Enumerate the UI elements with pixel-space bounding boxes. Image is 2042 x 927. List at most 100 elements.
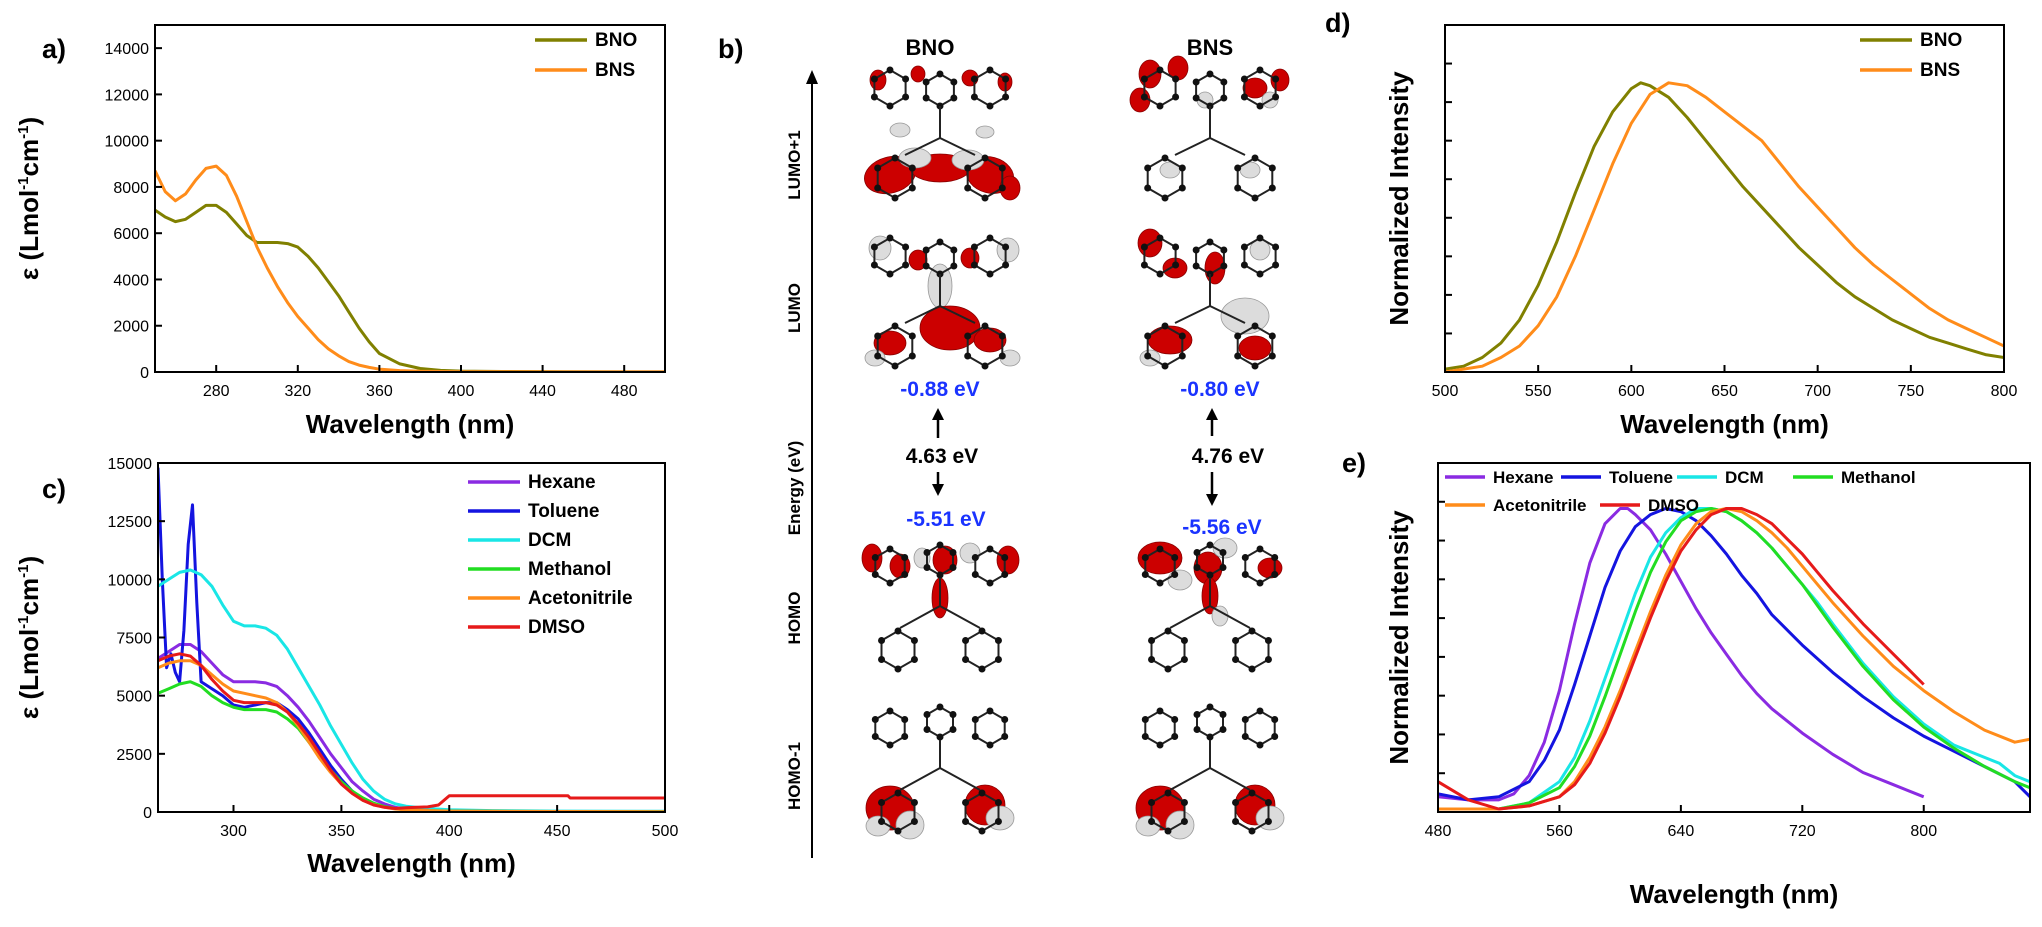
orbital-lobe-negative xyxy=(1212,537,1238,559)
x-tick-label: 360 xyxy=(366,383,393,400)
molecule-skeleton xyxy=(1140,234,1280,370)
panel-letter-a: a) xyxy=(42,34,66,64)
energy-axis-label: Energy (eV) xyxy=(785,441,804,535)
x-tick-label: 600 xyxy=(1618,383,1645,400)
x-tick-label: 320 xyxy=(284,383,311,400)
legend: Hexane Toluene DCM Methanol Acetonitrile DMSO xyxy=(468,472,633,638)
y-tick-label: 12500 xyxy=(108,514,153,531)
orbital-lobe-negative xyxy=(889,122,911,138)
y-tick-label: 10000 xyxy=(108,572,153,589)
y-axis-label: Normalized Intensity xyxy=(1384,71,1414,326)
legend-label-dcm: DCM xyxy=(1725,468,1764,487)
column-title-bno: BNO xyxy=(906,35,955,60)
orbital-lobe-negative xyxy=(996,237,1020,263)
series-line-acetonitrile xyxy=(1438,507,2030,811)
x-tick-label: 350 xyxy=(328,823,355,840)
legend: Hexane Toluene DCM Methanol Acetonitrile DMSO xyxy=(1445,468,1916,515)
series-group xyxy=(158,467,665,812)
chart-absorption-bno-bns: 280 320 360 400 440 480 0 2000 4000 6000 8000 10000… xyxy=(14,24,666,439)
bns-lumo-energy: -0.80 eV xyxy=(1180,378,1259,401)
legend-label-hexane: Hexane xyxy=(528,472,596,493)
y-tick-label: 0 xyxy=(143,805,152,822)
y-axis-label: ε (Lmol-1cm-1) xyxy=(14,117,44,280)
y-tick-label: 4000 xyxy=(113,272,149,289)
orbital-lobe-positive xyxy=(1242,77,1268,99)
molecule-skeleton xyxy=(1141,541,1279,673)
molecule-skeleton xyxy=(870,66,1010,202)
x-tick-label: 700 xyxy=(1804,383,1831,400)
chart-emission-bno-bns: 500 550 600 650 700 750 800 Wavelength (nm) Norm… xyxy=(1384,24,2017,439)
legend-label-toluene: Toluene xyxy=(1609,468,1673,487)
orbital-lobe-negative xyxy=(1220,297,1270,335)
bno-lumo-energy: -0.88 eV xyxy=(900,378,979,401)
y-tick-label: 8000 xyxy=(113,180,149,197)
x-tick-label: 280 xyxy=(203,383,230,400)
orbital-lobe-positive xyxy=(973,327,1007,353)
series-line-bns xyxy=(155,164,665,372)
molecule-skeleton xyxy=(871,541,1009,673)
x-axis-label: Wavelength (nm) xyxy=(1620,409,1828,439)
x-tick-label: 550 xyxy=(1525,383,1552,400)
plot-frame xyxy=(1437,462,2031,813)
panel-letter-d: d) xyxy=(1325,8,1350,38)
series-group xyxy=(1438,507,2030,811)
row-label-lumo-plus-1: LUMO+1 xyxy=(785,130,804,199)
y-tick-label: 0 xyxy=(140,365,149,382)
series-line-bno xyxy=(1445,81,2004,371)
legend-label-bns: BNS xyxy=(595,60,635,81)
legend-label-acetonitrile: Acetonitrile xyxy=(1493,496,1587,515)
series-line-acetonitrile xyxy=(158,659,665,812)
series-line-dmso xyxy=(158,652,665,810)
bns-homo-energy: -5.56 eV xyxy=(1182,516,1261,539)
y-tick-label: 2500 xyxy=(116,747,152,764)
x-axis-label: Wavelength (nm) xyxy=(306,409,514,439)
y-tick-label: 2000 xyxy=(113,319,149,336)
row-label-homo-minus-1: HOMO-1 xyxy=(785,742,804,810)
panel-letter-e: e) xyxy=(1342,448,1366,478)
y-tick-label: 12000 xyxy=(105,87,150,104)
bns-lumo-plus-1-orbital xyxy=(1129,55,1290,202)
x-tick-label: 560 xyxy=(1546,823,1573,840)
series-line-methanol xyxy=(1438,507,2030,811)
chart-absorption-solvents: 300 350 400 450 5000250050007500100001250015… xyxy=(14,456,678,878)
legend-label-bno: BNO xyxy=(595,30,637,51)
y-tick-label: 5000 xyxy=(116,689,152,706)
orbital-lobe-positive xyxy=(919,305,981,351)
y-tick-label: 14000 xyxy=(105,41,150,58)
bns-gap-energy: 4.76 eV xyxy=(1192,445,1264,468)
bno-gap-arrow xyxy=(932,408,944,496)
panel-letter-b: b) xyxy=(718,34,743,64)
y-axis-label: Normalized Intensity xyxy=(1384,510,1414,765)
x-axis-label: Wavelength (nm) xyxy=(307,848,515,878)
plot-frame xyxy=(154,24,666,373)
orbital-lobe-positive xyxy=(1138,59,1162,89)
orbital-energy-diagram: Energy (eV) LUMO+1 LUMO HOMO HOMO-1 BNO … xyxy=(785,35,1290,858)
bno-gap-energy: 4.63 eV xyxy=(906,445,978,468)
column-title-bns: BNS xyxy=(1187,35,1233,60)
orbital-lobe-positive xyxy=(1147,325,1193,355)
series-line-dcm xyxy=(1438,507,2030,811)
x-tick-label: 650 xyxy=(1711,383,1738,400)
legend-label-methanol: Methanol xyxy=(528,559,611,580)
x-tick-label: 720 xyxy=(1789,823,1816,840)
molecule-skeleton xyxy=(1141,703,1279,835)
row-label-lumo: LUMO xyxy=(785,283,804,333)
bno-homo-minus-1-orbital xyxy=(865,703,1015,840)
x-tick-label: 400 xyxy=(448,383,475,400)
orbital-lobe-negative xyxy=(975,125,995,139)
legend-label-toluene: Toluene xyxy=(528,501,599,522)
orbital-lobe-positive xyxy=(873,330,907,356)
x-tick-label: 750 xyxy=(1897,383,1924,400)
row-label-homo: HOMO xyxy=(785,592,804,645)
x-tick-label: 500 xyxy=(1432,383,1459,400)
orbital-lobe-positive xyxy=(1257,557,1283,579)
series-group xyxy=(1445,81,2004,372)
energy-axis-arrowhead xyxy=(806,70,818,84)
x-tick-label: 480 xyxy=(1425,823,1452,840)
bns-gap-arrow xyxy=(1206,408,1218,506)
bns-lumo-orbital xyxy=(1137,228,1280,370)
series-line-toluene xyxy=(1438,507,2030,802)
series-group xyxy=(155,164,665,372)
legend-label-dmso: DMSO xyxy=(528,617,585,638)
